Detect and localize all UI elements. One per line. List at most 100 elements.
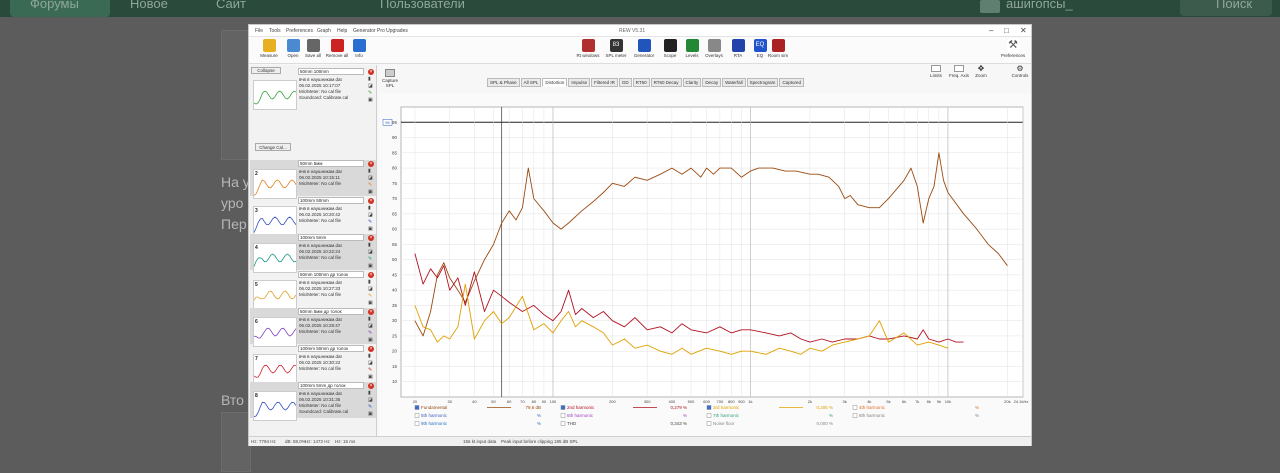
legend-checkbox[interactable]: [560, 413, 566, 418]
delete-measurement-icon[interactable]: ×: [368, 309, 374, 315]
bar-chart-icon[interactable]: ▮: [368, 390, 371, 396]
change-cal-button[interactable]: Change Cal...: [255, 143, 291, 151]
legend-checkbox[interactable]: [852, 413, 858, 418]
menu-generator[interactable]: Generator: [353, 28, 376, 34]
generator-button[interactable]: Generator: [631, 38, 657, 64]
notes-icon[interactable]: ▣: [368, 374, 373, 380]
open-button[interactable]: Open: [279, 38, 307, 64]
tab-all-spl[interactable]: All SPL: [520, 78, 542, 87]
measurement-name-field[interactable]: 100mm 50mm др толок: [298, 345, 364, 352]
legend-item[interactable]: 5th harmonic%: [414, 413, 541, 418]
measurement-row[interactable]: 3 100mm 50mm вчв в наушникам.dat 06.02.2025…: [250, 197, 376, 236]
notes-icon[interactable]: ▣: [368, 337, 373, 343]
measurement-row[interactable]: 8 100mm 5mm др толок вчв в наушникам.dat 06…: [250, 382, 376, 421]
tab-spl-phase[interactable]: SPL & Phase: [487, 78, 520, 87]
delete-measurement-icon[interactable]: ×: [368, 161, 374, 167]
save-all-button[interactable]: Save all: [299, 38, 327, 64]
minimize-icon[interactable]: –: [989, 26, 994, 35]
measurement-name-field[interactable]: 50mm 100mm др толок: [298, 271, 364, 278]
tab-gd[interactable]: GD: [618, 78, 632, 87]
menu-tools[interactable]: Tools: [269, 28, 281, 34]
color-pen-icon[interactable]: ✎: [368, 182, 373, 188]
tab-distortion[interactable]: Distortion: [542, 78, 568, 87]
lock-icon[interactable]: ◪: [368, 323, 373, 329]
legend-checkbox[interactable]: [706, 421, 712, 426]
color-pen-icon[interactable]: ✎: [368, 293, 373, 299]
notes-icon[interactable]: ▣: [368, 226, 373, 232]
overlays-button[interactable]: Overlays: [701, 38, 727, 64]
tab-decay[interactable]: Decay: [702, 78, 722, 87]
bar-chart-icon[interactable]: ▮: [368, 242, 371, 248]
color-pen-icon[interactable]: ✎: [368, 330, 373, 336]
bar-chart-icon[interactable]: ▮: [368, 168, 371, 174]
legend-item[interactable]: 7th harmonic%: [706, 413, 833, 418]
measurement-row[interactable]: 5 50mm 100mm др толок вчв в наушникам.dat 0…: [250, 271, 376, 310]
legend-item[interactable]: Fundamental 79,6 dB: [414, 405, 541, 410]
color-pen-icon[interactable]: ✎: [368, 367, 373, 373]
measurement-name-field[interactable]: 100mm 50mm: [298, 197, 364, 204]
measurement-name-field[interactable]: 100mm 5mm др толок: [298, 382, 364, 389]
menu-pro-upgrades[interactable]: Pro Upgrades: [377, 28, 408, 34]
tab-rt60[interactable]: RT60: [632, 78, 650, 87]
maximize-icon[interactable]: □: [1004, 26, 1009, 35]
rta-button[interactable]: RTA: [725, 38, 751, 64]
legend-item[interactable]: 2nd harmonic 0,279 %: [560, 405, 687, 410]
menu-file[interactable]: File: [255, 28, 264, 34]
collapse-button[interactable]: Collapse: [251, 67, 281, 74]
forum-username[interactable]: ашигопсы_: [1006, 0, 1073, 11]
legend-item[interactable]: 4th harmonic%: [852, 405, 979, 410]
measurement-name-field[interactable]: 50mm 5мм: [298, 160, 364, 167]
avatar[interactable]: [980, 0, 1000, 13]
legend-checkbox[interactable]: [414, 413, 420, 418]
bar-chart-icon[interactable]: ▮: [368, 205, 371, 211]
delete-measurement-icon[interactable]: ×: [368, 235, 374, 241]
y-marker-box[interactable]: [382, 119, 393, 126]
tab-waterfall[interactable]: Waterfall: [722, 78, 746, 87]
lock-icon[interactable]: ◪: [368, 83, 373, 89]
tab-spectrogram[interactable]: Spectrogram: [746, 78, 779, 87]
levels-button[interactable]: Levels: [679, 38, 705, 64]
tab-clarity[interactable]: Clarity: [682, 78, 702, 87]
forum-search-label[interactable]: Поиск: [1216, 0, 1253, 11]
lock-icon[interactable]: ◪: [368, 175, 373, 181]
legend-checkbox[interactable]: [560, 405, 566, 410]
room-sim-button[interactable]: Room sim: [765, 38, 791, 64]
bar-chart-icon[interactable]: ▮: [368, 76, 371, 82]
notes-icon[interactable]: ▣: [368, 97, 373, 103]
tab-rt60-decay[interactable]: RT60 Decay: [650, 78, 682, 87]
legend-item[interactable]: 3rd harmonic 0,205 %: [706, 405, 833, 410]
measurement-name-field[interactable]: 50mm 5мм др толок: [298, 308, 364, 315]
remove-all-button[interactable]: Remove all: [323, 38, 351, 64]
delete-measurement-icon[interactable]: ×: [368, 272, 374, 278]
legend-item[interactable]: 8th harmonic%: [852, 413, 979, 418]
legend-item[interactable]: THD 0,343 %: [560, 421, 687, 426]
forum-nav-forums[interactable]: Форумы: [30, 0, 79, 11]
measurement-name-field[interactable]: 100mm 5mm: [298, 234, 364, 241]
close-icon[interactable]: ✕: [1020, 26, 1027, 35]
menu-help[interactable]: Help: [337, 28, 348, 34]
bar-chart-icon[interactable]: ▮: [368, 353, 371, 359]
measurement-row[interactable]: 6 50mm 5мм др толок вчв в наушникам.dat 06.…: [250, 308, 376, 347]
color-pen-icon[interactable]: ✎: [368, 90, 373, 96]
forum-nav-site[interactable]: Сайт: [216, 0, 246, 11]
measurement-name-field[interactable]: 50mm 100mm: [298, 68, 364, 75]
legend-item[interactable]: 6th harmonic%: [560, 413, 687, 418]
legend-checkbox[interactable]: [560, 421, 566, 426]
bar-chart-icon[interactable]: ▮: [368, 279, 371, 285]
lock-icon[interactable]: ◪: [368, 212, 373, 218]
bar-chart-icon[interactable]: ▮: [368, 316, 371, 322]
notes-icon[interactable]: ▣: [368, 263, 373, 269]
legend-item[interactable]: 9th harmonic%: [414, 421, 541, 426]
delete-measurement-icon[interactable]: ×: [368, 346, 374, 352]
controls-button[interactable]: ⚙ Controls: [1007, 65, 1033, 79]
notes-icon[interactable]: ▣: [368, 411, 373, 417]
info-button[interactable]: Info: [345, 38, 373, 64]
legend-item[interactable]: Noise floor 0,000 %: [706, 421, 833, 426]
legend-checkbox[interactable]: [852, 405, 858, 410]
lock-icon[interactable]: ◪: [368, 397, 373, 403]
delete-measurement-icon[interactable]: ×: [368, 69, 374, 75]
rt-windows-button[interactable]: Rt windows: [575, 38, 601, 64]
color-pen-icon[interactable]: ✎: [368, 256, 373, 262]
tab-captured[interactable]: Captured: [779, 78, 804, 87]
